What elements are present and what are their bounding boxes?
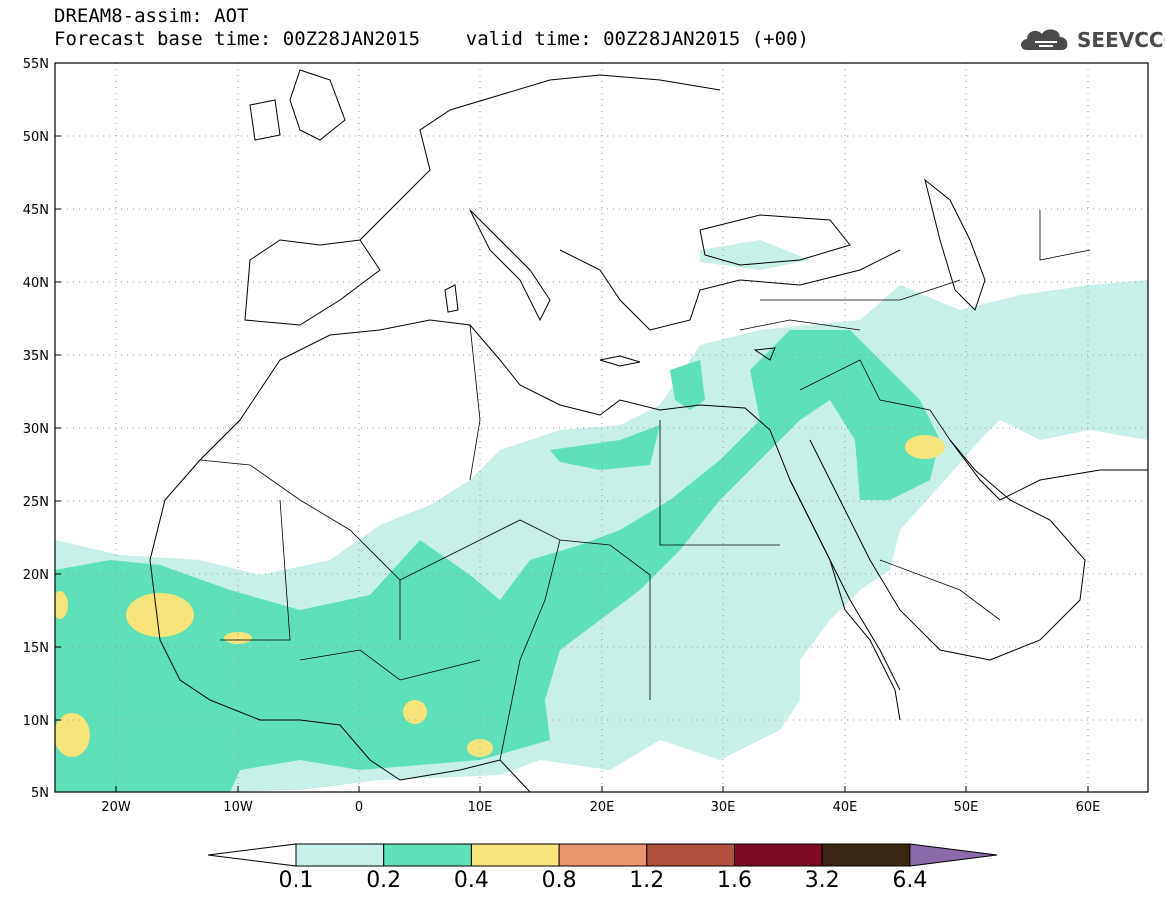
lat-label-40n: 40N	[23, 276, 49, 291]
forecast-time-subtitle: Forecast base time: 00Z28JAN2015 valid t…	[54, 28, 809, 50]
aot-field-0.4-0.8	[55, 435, 945, 757]
colorbar-segment-1.2-1.6	[646, 843, 735, 867]
country-borders	[199, 210, 1091, 761]
lon-label-30e: 30E	[711, 800, 736, 815]
map-title: DREAM8-assim: AOT	[54, 5, 249, 27]
lat-label-15n: 15N	[23, 641, 49, 656]
lon-label-0: 0	[355, 800, 363, 815]
colorbar-label-0.4: 0.4	[453, 868, 489, 893]
lat-label-50n: 50N	[23, 130, 49, 145]
colorbar-label-0.8: 0.8	[541, 868, 577, 893]
lat-label-5n: 5N	[31, 786, 49, 801]
lon-label-10w: 10W	[223, 800, 253, 815]
seevccc-logo: SEEVCCC	[1017, 22, 1165, 58]
lat-label-55n: 55N	[23, 57, 49, 72]
cloud-icon	[1021, 29, 1068, 50]
colorbar-segment-0.1-0.2	[295, 843, 385, 867]
colorbar-segment-above-6.4	[909, 843, 998, 867]
colorbar-label-6.4: 6.4	[892, 868, 928, 893]
lat-label-30n: 30N	[23, 422, 49, 437]
lat-label-25n: 25N	[23, 495, 49, 510]
colorbar-label-1.6: 1.6	[717, 868, 752, 893]
logo-text: SEEVCCC	[1077, 28, 1165, 52]
graticule	[55, 63, 1148, 792]
lon-label-40e: 40E	[833, 800, 858, 815]
longitude-labels: 20W 10W 0 10E 20E 30E 40E 50E 60E	[101, 800, 1100, 815]
lat-label-35n: 35N	[23, 349, 49, 364]
colorbar-segment-3.2-6.4	[821, 843, 911, 867]
colorbar-segment-1.6-3.2	[734, 843, 823, 867]
aot-field-0.2-0.4	[55, 330, 940, 792]
colorbar-segment-0.4-0.8	[470, 843, 560, 867]
colorbar-segment-below-0.1	[207, 843, 297, 867]
lat-label-20n: 20N	[23, 568, 49, 583]
lon-label-20e: 20E	[590, 800, 615, 815]
lat-label-10n: 10N	[23, 714, 49, 729]
colorbar	[207, 843, 998, 867]
axis-ticks	[55, 62, 1089, 793]
coastlines	[149, 69, 1148, 792]
colorbar-segment-0.8-1.2	[558, 843, 648, 867]
lon-label-60e: 60E	[1076, 800, 1101, 815]
lon-label-10e: 10E	[468, 800, 493, 815]
colorbar-label-0.1: 0.1	[278, 868, 314, 893]
colorbar-label-3.2: 3.2	[804, 868, 840, 893]
lat-label-45n: 45N	[23, 203, 49, 218]
colorbar-label-1.2: 1.2	[629, 868, 665, 893]
colorbar-label-0.2: 0.2	[366, 868, 402, 893]
colorbar-segment-0.2-0.4	[383, 843, 472, 867]
latitude-labels: 55N 50N 45N 40N 35N 30N 25N 20N 15N 10N …	[23, 57, 49, 801]
lon-label-20w: 20W	[101, 800, 131, 815]
lon-label-50e: 50E	[954, 800, 979, 815]
